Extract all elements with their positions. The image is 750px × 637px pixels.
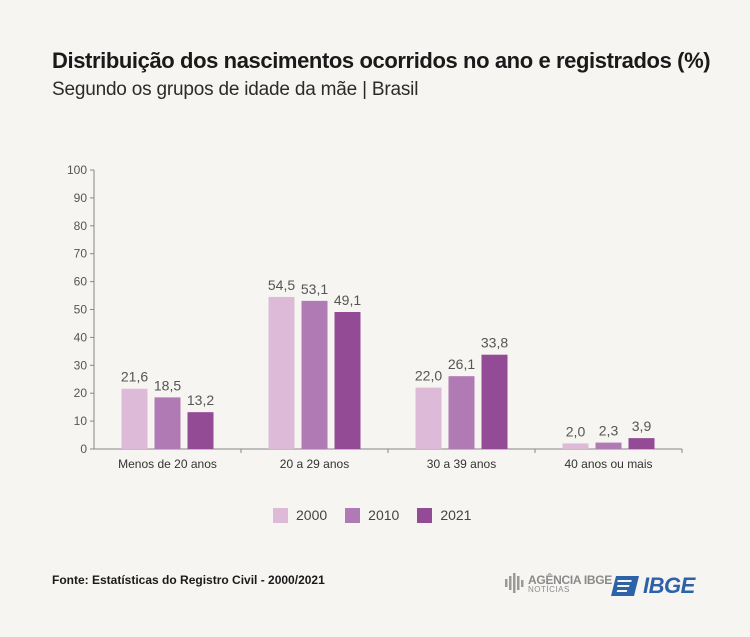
data-label-2021: 33,8 (481, 335, 508, 351)
bar-2010 (448, 376, 475, 449)
y-tick-label: 60 (74, 275, 88, 289)
data-label-2000: 22,0 (415, 368, 442, 384)
ibge-logo: IBGE (610, 573, 695, 599)
bar-2010 (595, 442, 622, 449)
legend-item-2000: 2000 (273, 507, 327, 523)
data-label-2000: 54,5 (268, 277, 295, 293)
y-tick-label: 20 (74, 386, 88, 400)
ibge-mark-icon (611, 576, 639, 596)
data-label-2010: 18,5 (154, 377, 181, 393)
bar-2000 (562, 443, 589, 449)
bar-2010 (154, 397, 181, 449)
chart-title: Distribuição dos nascimentos ocorridos n… (52, 48, 711, 73)
source-note: Fonte: Estatísticas do Registro Civil - … (52, 573, 325, 587)
bar-2021 (628, 438, 655, 449)
y-tick-label: 0 (80, 442, 87, 456)
bar-2021 (334, 312, 361, 449)
x-category-label: 20 a 29 anos (280, 457, 349, 471)
y-tick-label: 30 (74, 358, 88, 372)
legend-swatch-2010 (345, 507, 361, 523)
y-tick-label: 10 (74, 414, 88, 428)
y-tick-label: 90 (74, 191, 88, 205)
data-label-2021: 13,2 (187, 392, 214, 408)
bar-2021 (187, 412, 214, 449)
legend-label-2021: 2021 (440, 507, 472, 523)
legend-swatch-2000 (273, 507, 288, 523)
bar-2010 (301, 300, 328, 449)
data-label-2010: 53,1 (301, 281, 328, 297)
data-label-2000: 21,6 (121, 369, 148, 385)
y-tick-label: 80 (74, 219, 88, 233)
bar-2000 (415, 387, 442, 449)
x-category-label: Menos de 20 anos (118, 457, 217, 471)
y-tick-label: 100 (67, 163, 87, 177)
data-label-2021: 3,9 (632, 418, 652, 434)
y-tick-label: 50 (74, 303, 88, 317)
x-category-label: 30 a 39 anos (427, 457, 496, 471)
bar-2000 (121, 388, 148, 449)
agencia-logo-line2: NOTÍCIAS (528, 585, 570, 594)
bar-2000 (268, 296, 295, 449)
agencia-ibge-logo: AGÊNCIA IBGE NOTÍCIAS (504, 573, 612, 595)
x-category-label: 40 anos ou mais (564, 457, 652, 471)
legend-item-2010: 2010 (345, 507, 399, 523)
ibge-logo-text: IBGE (643, 573, 695, 598)
legend-item-2021: 2021 (417, 507, 471, 523)
agencia-mark-icon (505, 573, 524, 593)
bar-2021 (481, 354, 508, 449)
legend-label-2000: 2000 (296, 507, 328, 523)
chart-subtitle: Segundo os grupos de idade da mãe | Bras… (52, 79, 419, 100)
data-label-2000: 2,0 (566, 423, 586, 439)
data-label-2010: 2,3 (599, 423, 619, 439)
bar-chart: 0 10 20 30 40 50 60 70 80 90 100 Menos de 20 anos 21… (67, 163, 683, 471)
data-label-2021: 49,1 (334, 292, 361, 308)
legend-label-2010: 2010 (368, 507, 400, 523)
y-tick-label: 40 (74, 330, 88, 344)
legend: 2000 2010 2021 (273, 507, 471, 523)
data-label-2010: 26,1 (448, 356, 475, 372)
y-tick-label: 70 (74, 247, 88, 261)
agencia-logo-line1: AGÊNCIA IBGE (528, 573, 612, 587)
legend-swatch-2021 (417, 507, 433, 523)
